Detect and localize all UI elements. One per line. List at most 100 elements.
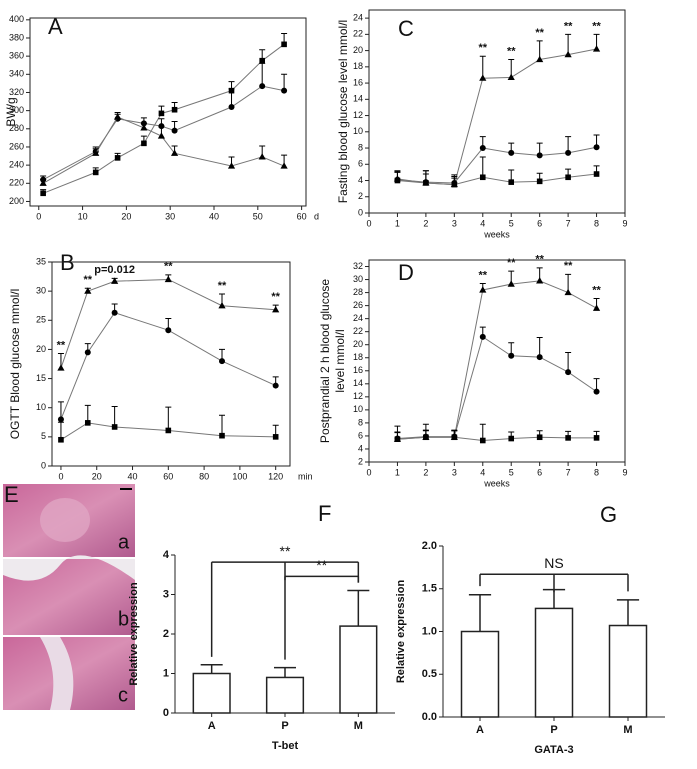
y-tick-label: 2.0 bbox=[422, 540, 437, 552]
marker bbox=[84, 287, 92, 294]
y-tick-label: 5 bbox=[41, 431, 46, 441]
y-axis-label: OGTT Blood glucose mmol/l bbox=[8, 289, 22, 440]
x-tick-label: 2 bbox=[423, 467, 428, 477]
y-tick-label: 22 bbox=[353, 29, 363, 39]
marker bbox=[171, 106, 178, 113]
tissue-gap bbox=[3, 555, 135, 581]
y-tick-label: 30 bbox=[353, 274, 363, 284]
y-tick-label: 16 bbox=[353, 77, 363, 87]
histology-panel: E a b c bbox=[3, 482, 135, 710]
marker bbox=[280, 162, 288, 169]
plot-frame bbox=[368, 9, 626, 214]
series-line bbox=[397, 280, 597, 440]
y-tick-label: 320 bbox=[9, 87, 24, 97]
x-tick-label: 3 bbox=[452, 467, 457, 477]
error-bar bbox=[57, 421, 64, 440]
marker bbox=[140, 124, 148, 131]
series-line bbox=[60, 278, 276, 369]
y-tick-label: 0.0 bbox=[422, 711, 437, 723]
marker bbox=[394, 436, 401, 442]
islet bbox=[40, 498, 90, 542]
annotation: ** bbox=[592, 20, 601, 32]
error-bar bbox=[111, 406, 118, 427]
x-tick-label: 30 bbox=[165, 211, 175, 221]
marker bbox=[111, 309, 118, 316]
annotation: ** bbox=[478, 42, 487, 54]
marker bbox=[111, 424, 118, 430]
marker bbox=[92, 149, 100, 156]
error-bar bbox=[479, 156, 486, 178]
marker bbox=[272, 305, 280, 313]
annotation: ** bbox=[507, 45, 516, 57]
annotation: p=0.012 bbox=[94, 264, 135, 276]
marker bbox=[507, 73, 515, 80]
error-bar bbox=[468, 593, 492, 632]
marker bbox=[479, 333, 486, 340]
error-bar bbox=[536, 337, 543, 358]
x-tick-label: 80 bbox=[199, 471, 209, 481]
error-bar bbox=[616, 599, 640, 626]
marker bbox=[92, 169, 99, 176]
bar bbox=[192, 672, 231, 714]
marker bbox=[164, 275, 172, 283]
marker bbox=[593, 171, 600, 177]
marker bbox=[39, 179, 47, 186]
y-tick-label: 0 bbox=[41, 460, 46, 470]
y-tick-label: 200 bbox=[9, 196, 24, 206]
significance-label: ** bbox=[316, 557, 327, 573]
tissue-gap bbox=[40, 637, 74, 710]
marker bbox=[508, 179, 515, 185]
marker bbox=[258, 153, 266, 160]
y-tick-label: 32 bbox=[353, 261, 363, 271]
x-tick-label: 40 bbox=[128, 471, 138, 481]
axis bbox=[442, 546, 665, 718]
marker bbox=[423, 434, 429, 441]
y-tick-label: 400 bbox=[9, 14, 24, 24]
series-line bbox=[42, 85, 285, 181]
y-tick-label: 12 bbox=[353, 110, 363, 120]
panel-label: F bbox=[318, 501, 331, 526]
x-tick-label: 6 bbox=[537, 467, 542, 477]
marker bbox=[592, 45, 601, 52]
y-tick-label: 220 bbox=[9, 178, 24, 188]
series-line bbox=[397, 48, 597, 186]
error-bar bbox=[228, 88, 235, 108]
x-tick-label: 0 bbox=[36, 211, 41, 221]
y-tick-label: 18 bbox=[353, 352, 363, 362]
y-tick-label: 380 bbox=[9, 32, 24, 42]
marker bbox=[593, 388, 600, 395]
marker bbox=[114, 113, 122, 120]
y-tick-label: 340 bbox=[9, 69, 24, 79]
marker bbox=[272, 382, 279, 389]
marker bbox=[423, 180, 429, 186]
marker bbox=[281, 87, 288, 94]
y-tick-label: 2 bbox=[358, 456, 363, 466]
y-tick-label: 260 bbox=[9, 141, 24, 151]
marker bbox=[536, 354, 543, 361]
error-bar bbox=[274, 666, 296, 678]
axis bbox=[174, 555, 395, 714]
y-axis-label: Fasting blood glucose level mmol/l bbox=[336, 20, 350, 203]
annotation: ** bbox=[57, 339, 66, 351]
marker bbox=[536, 152, 543, 159]
y-tick-label: 24 bbox=[353, 313, 363, 323]
x-tick-label: 9 bbox=[622, 218, 627, 228]
x-tick-label: A bbox=[476, 724, 484, 736]
x-tick-label: 60 bbox=[297, 211, 307, 221]
marker bbox=[508, 149, 515, 156]
x-tick-label: 8 bbox=[594, 218, 599, 228]
error-bar bbox=[219, 414, 225, 436]
x-tick-label: 5 bbox=[509, 467, 514, 477]
x-tick-label: 100 bbox=[232, 471, 247, 481]
y-tick-label: 10 bbox=[353, 126, 363, 136]
chart-panel: D Postprandial 2 h blood glucose level mmo… bbox=[318, 254, 627, 489]
y-tick-label: 16 bbox=[353, 365, 363, 375]
marker bbox=[227, 162, 236, 169]
plot-frame bbox=[29, 17, 307, 207]
error-bar bbox=[542, 588, 566, 609]
y-tick-label: 1.5 bbox=[422, 583, 437, 595]
y-axis-label: Relative expression bbox=[128, 582, 140, 686]
annotation: ** bbox=[271, 291, 280, 303]
y-tick-label: 0.5 bbox=[422, 668, 437, 680]
